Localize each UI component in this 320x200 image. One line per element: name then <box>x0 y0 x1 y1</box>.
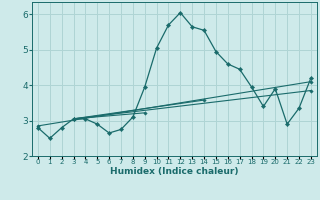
X-axis label: Humidex (Indice chaleur): Humidex (Indice chaleur) <box>110 167 239 176</box>
